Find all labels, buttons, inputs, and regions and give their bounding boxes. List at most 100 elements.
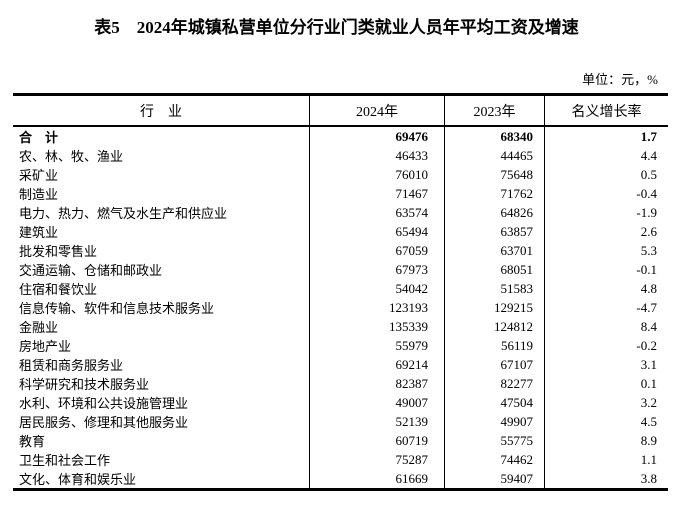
growth-cell: 0.5 bbox=[640, 166, 657, 182]
table-row: 房地产业 55979 56119 -0.2 bbox=[13, 336, 668, 355]
table-row: 水利、环境和公共设施管理业 49007 47504 3.2 bbox=[13, 393, 668, 412]
value-2023-cell: 47504 bbox=[445, 393, 545, 412]
industry-cell: 合 计 bbox=[13, 127, 310, 146]
industry-cell: 采矿业 bbox=[13, 165, 310, 184]
industry-cell: 科学研究和技术服务业 bbox=[13, 374, 310, 393]
table-row: 租赁和商务服务业 69214 67107 3.1 bbox=[13, 355, 668, 374]
value-2024-cell: 49007 bbox=[310, 393, 445, 412]
growth-cell: -1.9 bbox=[636, 204, 657, 220]
table-row: 采矿业 76010 75648 0.5 bbox=[13, 165, 668, 184]
value-2023-cell: 67107 bbox=[445, 355, 545, 374]
col-header-industry: 行 业 bbox=[13, 96, 310, 125]
wage-table: 行 业 2024年 2023年 名义增长率 合 计 69476 68340 1.… bbox=[13, 93, 668, 491]
growth-cell: 3.8 bbox=[640, 470, 657, 486]
value-2024-cell: 67973 bbox=[310, 260, 445, 279]
col-header-2024: 2024年 bbox=[310, 96, 445, 125]
growth-cell: -4.7 bbox=[636, 299, 657, 315]
value-2023-cell: 55775 bbox=[445, 431, 545, 450]
value-2023-cell: 124812 bbox=[445, 317, 545, 336]
col-header-2023: 2023年 bbox=[445, 96, 545, 125]
growth-cell: 8.9 bbox=[640, 432, 657, 448]
value-2023-cell: 129215 bbox=[445, 298, 545, 317]
value-2024-cell: 60719 bbox=[310, 431, 445, 450]
value-2024-cell: 67059 bbox=[310, 241, 445, 260]
industry-cell: 住宿和餐饮业 bbox=[13, 279, 310, 298]
industry-cell: 制造业 bbox=[13, 184, 310, 203]
industry-cell: 金融业 bbox=[13, 317, 310, 336]
value-2024-cell: 69476 bbox=[310, 127, 445, 146]
value-2024-cell: 71467 bbox=[310, 184, 445, 203]
table-row: 电力、热力、燃气及水生产和供应业 63574 64826 -1.9 bbox=[13, 203, 668, 222]
industry-cell: 租赁和商务服务业 bbox=[13, 355, 310, 374]
value-2023-cell: 63701 bbox=[445, 241, 545, 260]
industry-cell: 建筑业 bbox=[13, 222, 310, 241]
value-2024-cell: 76010 bbox=[310, 165, 445, 184]
industry-cell: 教育 bbox=[13, 431, 310, 450]
growth-cell: 4.8 bbox=[640, 280, 657, 296]
industry-cell: 房地产业 bbox=[13, 336, 310, 355]
table-row: 交通运输、仓储和邮政业 67973 68051 -0.1 bbox=[13, 260, 668, 279]
value-2023-cell: 59407 bbox=[445, 469, 545, 488]
table-body: 合 计 69476 68340 1.7 农、林、牧、渔业 46433 44465… bbox=[13, 127, 668, 488]
growth-cell: 8.4 bbox=[640, 318, 657, 334]
value-2024-cell: 65494 bbox=[310, 222, 445, 241]
value-2023-cell: 74462 bbox=[445, 450, 545, 469]
value-2023-cell: 63857 bbox=[445, 222, 545, 241]
table-row: 建筑业 65494 63857 2.6 bbox=[13, 222, 668, 241]
value-2023-cell: 75648 bbox=[445, 165, 545, 184]
growth-cell: 4.5 bbox=[640, 413, 657, 429]
value-2024-cell: 52139 bbox=[310, 412, 445, 431]
industry-cell: 水利、环境和公共设施管理业 bbox=[13, 393, 310, 412]
value-2024-cell: 54042 bbox=[310, 279, 445, 298]
industry-cell: 电力、热力、燃气及水生产和供应业 bbox=[13, 203, 310, 222]
table-row: 文化、体育和娱乐业 61669 59407 3.8 bbox=[13, 469, 668, 488]
table-row: 批发和零售业 67059 63701 5.3 bbox=[13, 241, 668, 260]
table-row: 农、林、牧、渔业 46433 44465 4.4 bbox=[13, 146, 668, 165]
table-row: 卫生和社会工作 75287 74462 1.1 bbox=[13, 450, 668, 469]
industry-cell: 信息传输、软件和信息技术服务业 bbox=[13, 298, 310, 317]
value-2023-cell: 71762 bbox=[445, 184, 545, 203]
value-2024-cell: 135339 bbox=[310, 317, 445, 336]
growth-cell: 3.2 bbox=[640, 394, 657, 410]
value-2024-cell: 55979 bbox=[310, 336, 445, 355]
table-row: 科学研究和技术服务业 82387 82277 0.1 bbox=[13, 374, 668, 393]
value-2024-cell: 123193 bbox=[310, 298, 445, 317]
growth-cell: 4.4 bbox=[640, 147, 657, 163]
unit-note: 单位：元，% bbox=[582, 72, 658, 87]
value-2023-cell: 49907 bbox=[445, 412, 545, 431]
industry-cell: 文化、体育和娱乐业 bbox=[13, 469, 310, 488]
table-row: 金融业 135339 124812 8.4 bbox=[13, 317, 668, 336]
table-row: 居民服务、修理和其他服务业 52139 49907 4.5 bbox=[13, 412, 668, 431]
value-2023-cell: 56119 bbox=[445, 336, 545, 355]
table-row: 住宿和餐饮业 54042 51583 4.8 bbox=[13, 279, 668, 298]
table-row: 制造业 71467 71762 -0.4 bbox=[13, 184, 668, 203]
table-row: 信息传输、软件和信息技术服务业 123193 129215 -4.7 bbox=[13, 298, 668, 317]
value-2024-cell: 46433 bbox=[310, 146, 445, 165]
industry-cell: 卫生和社会工作 bbox=[13, 450, 310, 469]
value-2024-cell: 75287 bbox=[310, 450, 445, 469]
growth-cell: 1.1 bbox=[640, 451, 657, 467]
table-title: 表5 2024年城镇私营单位分行业门类就业人员年平均工资及增速 bbox=[94, 18, 579, 37]
value-2023-cell: 68051 bbox=[445, 260, 545, 279]
industry-cell: 交通运输、仓储和邮政业 bbox=[13, 260, 310, 279]
growth-cell: 0.1 bbox=[640, 375, 657, 391]
value-2023-cell: 64826 bbox=[445, 203, 545, 222]
table-header-row: 行 业 2024年 2023年 名义增长率 bbox=[13, 96, 668, 127]
growth-cell: 5.3 bbox=[640, 242, 657, 258]
growth-cell: 3.1 bbox=[640, 356, 657, 372]
value-2024-cell: 63574 bbox=[310, 203, 445, 222]
value-2023-cell: 44465 bbox=[445, 146, 545, 165]
industry-cell: 批发和零售业 bbox=[13, 241, 310, 260]
table-row: 合 计 69476 68340 1.7 bbox=[13, 127, 668, 146]
growth-cell: -0.1 bbox=[636, 261, 657, 277]
growth-cell: -0.2 bbox=[636, 337, 657, 353]
col-header-nominal-growth: 名义增长率 bbox=[571, 104, 642, 120]
value-2024-cell: 61669 bbox=[310, 469, 445, 488]
growth-cell: 2.6 bbox=[640, 223, 657, 239]
industry-cell: 农、林、牧、渔业 bbox=[13, 146, 310, 165]
value-2023-cell: 68340 bbox=[445, 127, 545, 146]
industry-cell: 居民服务、修理和其他服务业 bbox=[13, 412, 310, 431]
table-row: 教育 60719 55775 8.9 bbox=[13, 431, 668, 450]
value-2024-cell: 82387 bbox=[310, 374, 445, 393]
